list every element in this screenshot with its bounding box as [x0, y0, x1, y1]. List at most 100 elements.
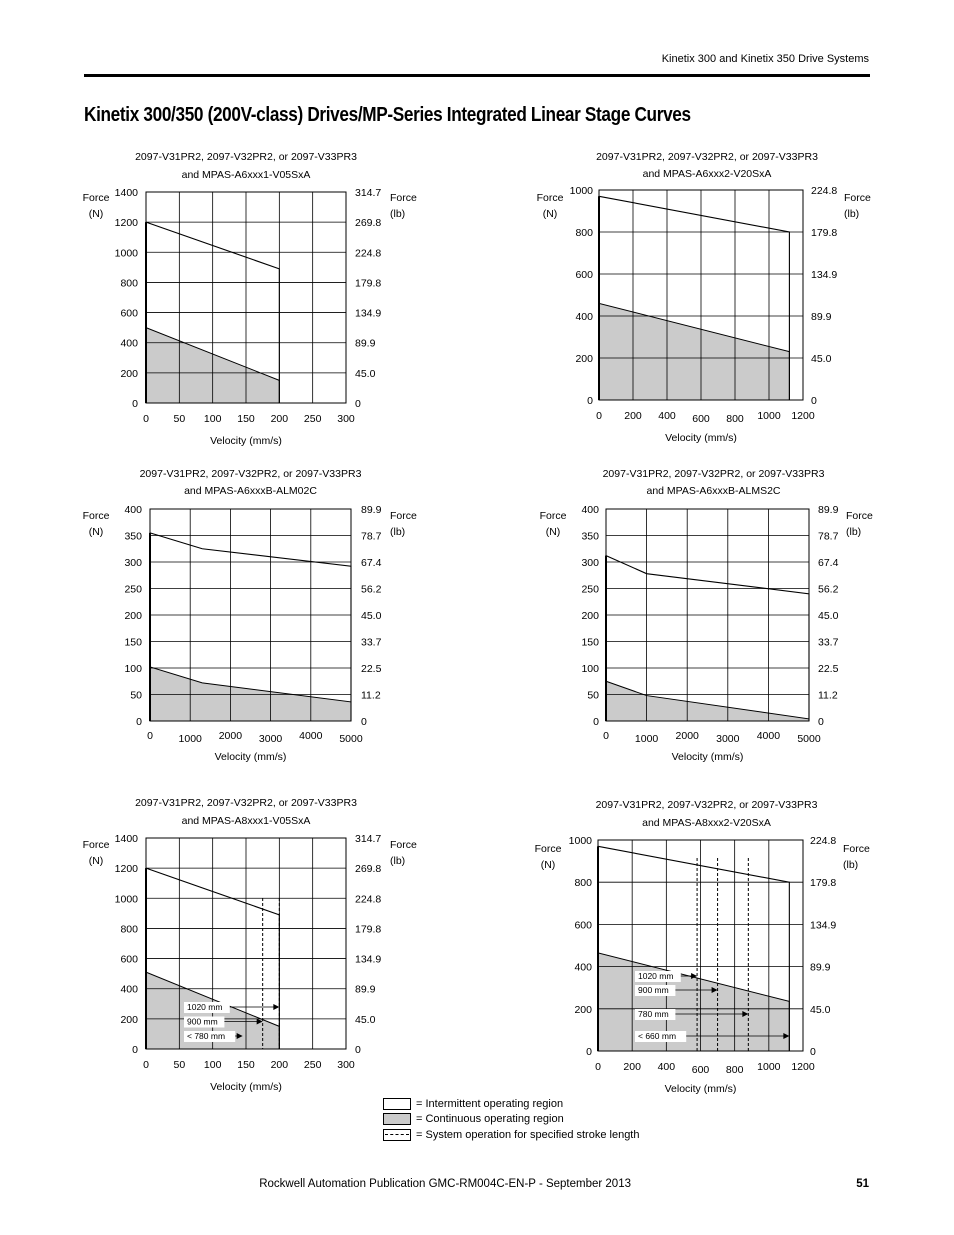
y-tick-label-right: 78.7: [818, 531, 839, 543]
stroke-label: 780 mm: [638, 1009, 669, 1019]
x-tick-label: 4000: [299, 730, 323, 742]
y-axis-label-left: Force: [535, 843, 562, 855]
y-axis-label-left: (N): [89, 855, 104, 867]
x-tick-label: 200: [271, 1059, 289, 1071]
y-tick-label-right: 45.0: [355, 1014, 376, 1026]
y-tick-label-right: 134.9: [811, 269, 837, 281]
stroke-arrowhead: [783, 1033, 790, 1039]
y-tick-label-right: 179.8: [811, 227, 837, 239]
x-tick-label: 3000: [716, 733, 740, 745]
y-tick-label-right: 89.9: [355, 338, 376, 350]
stroke-label: 1020 mm: [187, 1002, 222, 1012]
y-tick-label-right: 56.2: [818, 584, 839, 596]
y-tick-label-right: 22.5: [361, 663, 382, 675]
y-tick-label-right: 22.5: [818, 663, 839, 675]
y-tick-label-left: 800: [574, 877, 592, 889]
intermittent-curve: [145, 221, 280, 403]
y-tick-label-right: 314.7: [355, 187, 381, 199]
y-tick-label-left: 0: [593, 716, 599, 728]
y-tick-label-right: 89.9: [818, 504, 839, 516]
x-tick-label: 50: [173, 1059, 185, 1071]
y-tick-label-right: 89.9: [811, 311, 832, 323]
y-tick-label-left: 600: [575, 269, 593, 281]
x-tick-label: 1200: [791, 410, 815, 422]
stroke-label-bg: [184, 1031, 236, 1042]
y-tick-label-right: 134.9: [810, 919, 836, 931]
x-axis-label: Velocity (mm/s): [665, 1083, 737, 1095]
x-tick-label: 50: [173, 413, 185, 425]
y-tick-label-right: 11.2: [361, 690, 381, 702]
continuous-region: [605, 680, 810, 722]
intermittent-curve: [605, 555, 810, 721]
x-tick-label: 2000: [676, 730, 700, 742]
y-tick-label-right: 179.8: [810, 877, 836, 889]
chart-title-line1: 2097-V31PR2, 2097-V32PR2, or 2097-V33PR3: [596, 799, 818, 811]
y-tick-label-left: 400: [120, 338, 138, 350]
y-tick-label-left: 1200: [115, 863, 139, 875]
x-axis-label: Velocity (mm/s): [665, 432, 737, 444]
stroke-label-bg: [635, 1009, 676, 1020]
y-tick-label-left: 1400: [115, 833, 139, 845]
stroke-label-bg: [635, 985, 676, 996]
y-tick-label-left: 100: [124, 663, 142, 675]
stroke-label-bg: [635, 1031, 687, 1042]
intermittent-curve: [149, 532, 352, 721]
y-tick-label-right: 45.0: [810, 1004, 831, 1016]
y-axis-label-left: (N): [89, 208, 104, 220]
y-tick-label-right: 56.2: [361, 584, 382, 596]
x-tick-label: 600: [692, 1064, 710, 1076]
stroke-label: 900 mm: [187, 1017, 218, 1027]
y-tick-label-right: 33.7: [818, 637, 839, 649]
y-tick-label-left: 600: [120, 308, 138, 320]
x-tick-label: 1200: [791, 1061, 815, 1073]
y-axis-label-right: Force: [844, 192, 871, 204]
y-tick-label-right: 67.4: [361, 557, 382, 569]
x-tick-label: 250: [304, 413, 322, 425]
y-tick-label-right: 224.8: [355, 247, 381, 259]
y-axis-label-left: Force: [83, 839, 110, 851]
x-tick-label: 150: [237, 413, 255, 425]
y-tick-label-left: 400: [120, 984, 138, 996]
chart-1: 2097-V31PR2, 2097-V32PR2, or 2097-V33PR3…: [537, 151, 871, 444]
stroke-label: 900 mm: [638, 985, 669, 995]
y-tick-label-left: 800: [120, 277, 138, 289]
stroke-arrowhead: [691, 973, 698, 979]
chart-0: 2097-V31PR2, 2097-V32PR2, or 2097-V33PR3…: [83, 151, 417, 447]
x-tick-label: 2000: [219, 730, 243, 742]
y-tick-label-right: 89.9: [355, 984, 376, 996]
x-tick-label: 200: [271, 413, 289, 425]
y-tick-label-left: 1000: [115, 247, 139, 259]
x-tick-label: 300: [337, 1059, 355, 1071]
x-tick-label: 400: [658, 410, 676, 422]
stroke-arrowhead: [742, 1011, 749, 1017]
intermittent-curve: [597, 845, 790, 1051]
y-tick-label-left: 350: [581, 531, 599, 543]
y-tick-label-right: 45.0: [811, 353, 832, 365]
stroke-label: < 660 mm: [638, 1031, 676, 1041]
y-tick-label-left: 1200: [115, 217, 139, 229]
x-tick-label: 5000: [797, 733, 821, 745]
chart-title-line1: 2097-V31PR2, 2097-V32PR2, or 2097-V33PR3: [603, 468, 825, 480]
y-tick-label-left: 800: [120, 923, 138, 935]
y-tick-label-left: 1000: [115, 893, 139, 905]
y-axis-label-right: (lb): [390, 526, 405, 538]
x-tick-label: 0: [143, 413, 149, 425]
y-tick-label-right: 134.9: [355, 308, 381, 320]
y-tick-label-left: 200: [581, 610, 599, 622]
y-tick-label-right: 314.7: [355, 833, 381, 845]
stroke-label: < 780 mm: [187, 1031, 225, 1041]
y-axis-label-right: (lb): [843, 859, 858, 871]
chart-5: 2097-V31PR2, 2097-V32PR2, or 2097-V33PR3…: [535, 799, 870, 1095]
x-tick-label: 800: [726, 1064, 744, 1076]
y-tick-label-left: 0: [132, 398, 138, 410]
x-tick-label: 1000: [757, 1061, 781, 1073]
x-tick-label: 100: [204, 413, 222, 425]
legend-item-intermittent: = Intermittent operating region: [383, 1096, 639, 1112]
chart-4: 2097-V31PR2, 2097-V32PR2, or 2097-V33PR3…: [83, 797, 417, 1093]
x-tick-label: 1000: [179, 733, 203, 745]
y-axis-label-left: (N): [543, 208, 558, 220]
y-axis-label-left: Force: [83, 192, 110, 204]
chart-title-line2: and MPAS-A6xxx1-V05SxA: [182, 169, 311, 181]
x-tick-label: 200: [624, 410, 642, 422]
y-tick-label-left: 200: [574, 1004, 592, 1016]
